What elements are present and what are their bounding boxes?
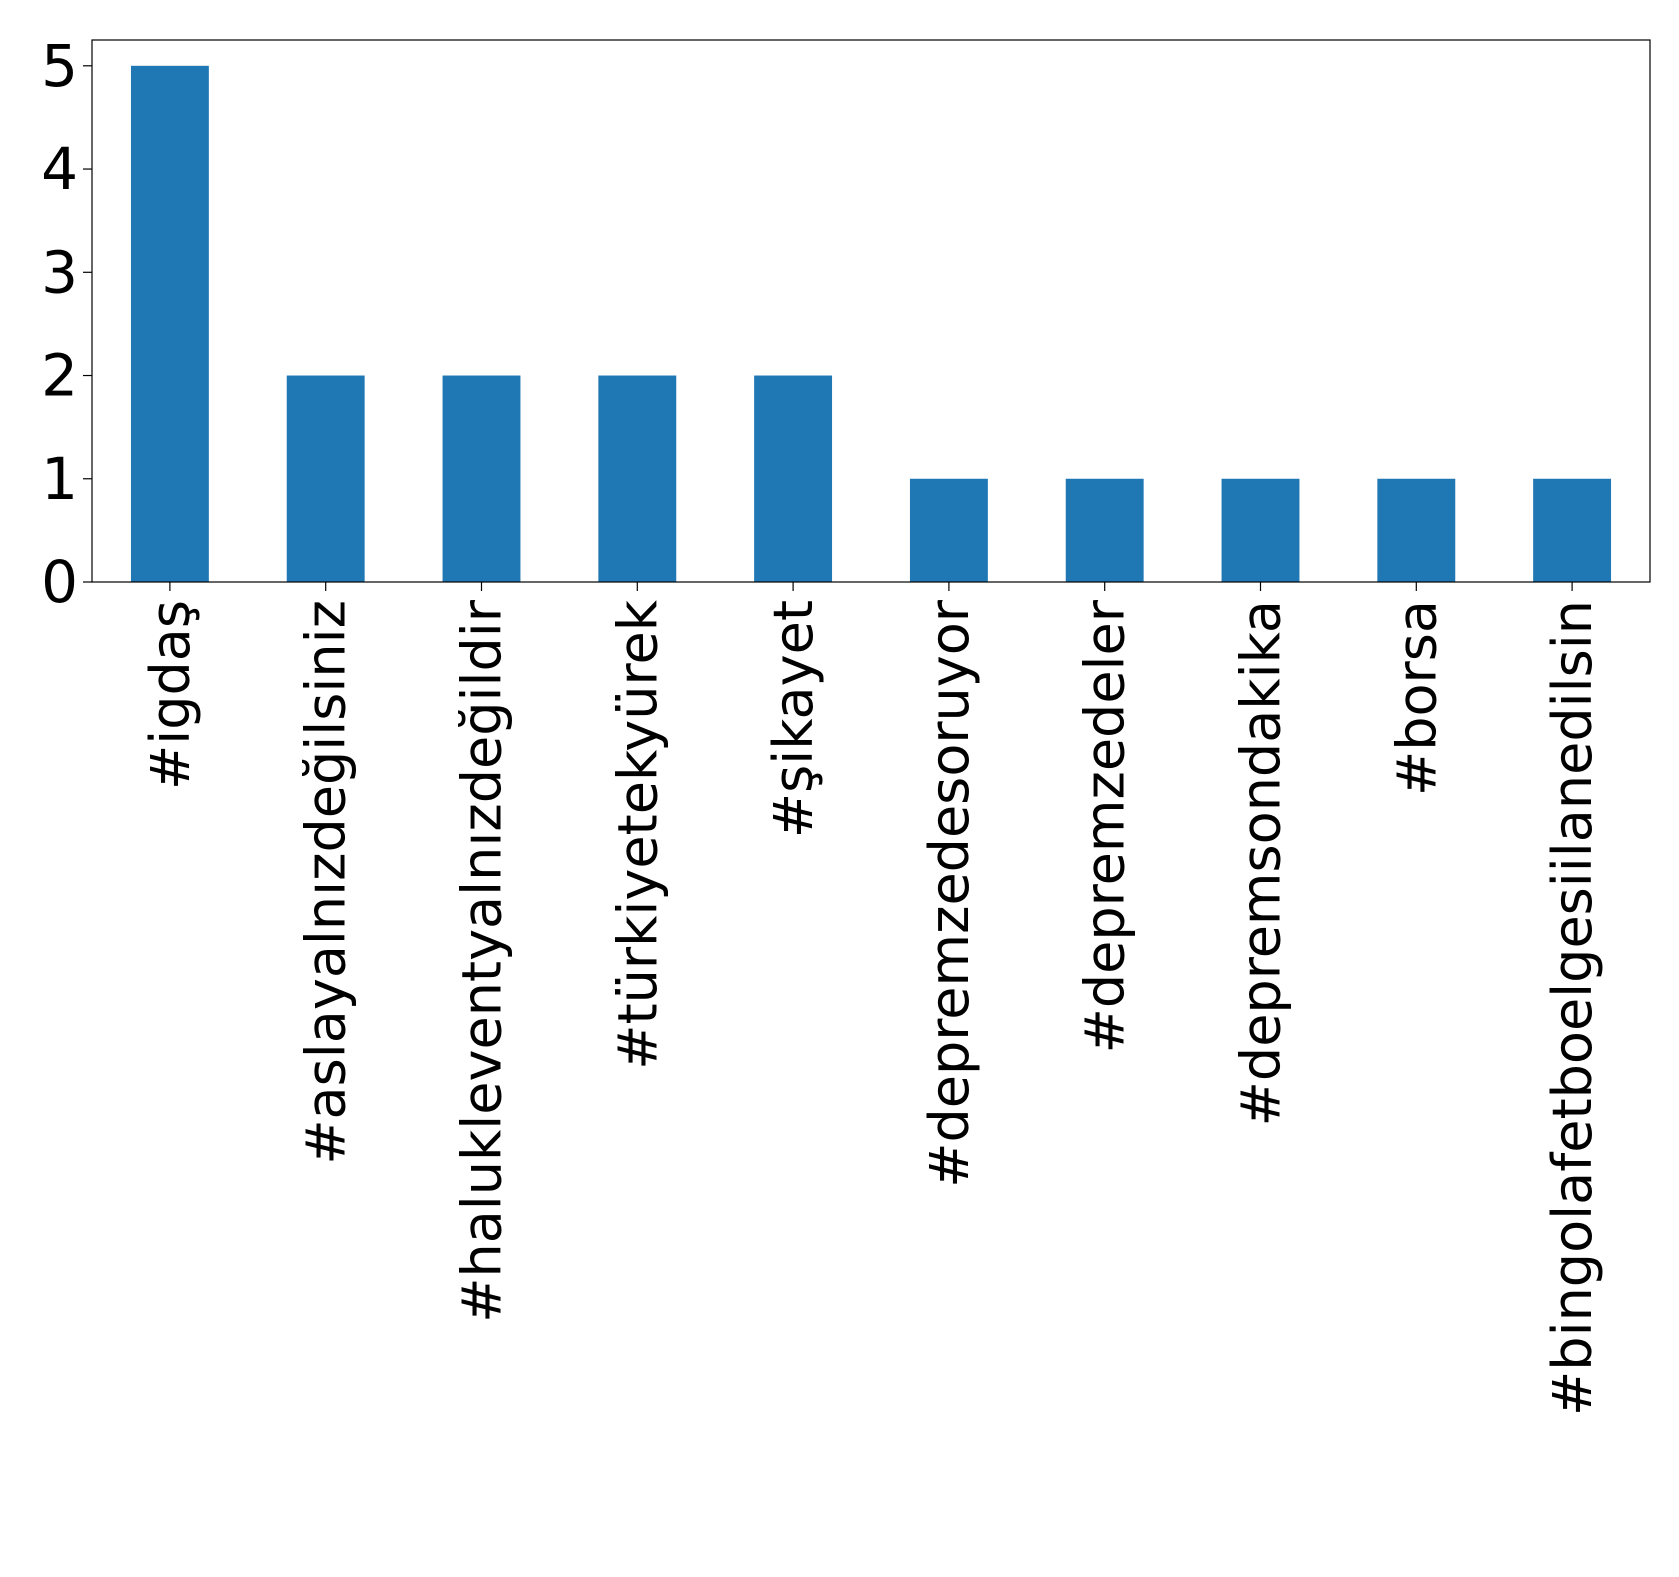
x-tick-label: #halukleventyalnızdeğildir [451, 599, 514, 1323]
bar-2 [442, 375, 521, 582]
bar-7 [1221, 478, 1300, 582]
bar-8 [1377, 478, 1456, 582]
x-tick-label: #depremzedeler [1074, 599, 1137, 1053]
x-tick-label: #igdaş [139, 600, 202, 790]
y-axis: 0 1 2 3 4 5 [41, 32, 92, 616]
x-tick-label: #depremsondakika [1230, 600, 1293, 1126]
x-tick-label: #depremzedesoruyor [918, 599, 981, 1188]
bar-4 [754, 375, 833, 582]
y-tick-label: 2 [41, 342, 78, 410]
bars-layer [130, 65, 1612, 583]
x-tick-label: #borsa [1385, 600, 1448, 796]
y-tick-label: 0 [41, 548, 78, 616]
x-axis: #igdaş #aslayalnızdeğilsiniz #halukleventy… [139, 582, 1604, 1416]
x-tick-label: #şikayet [762, 600, 825, 838]
bar-3 [598, 375, 677, 582]
plot-frame [91, 39, 1651, 583]
y-tick-label: 3 [41, 238, 78, 306]
x-tick-label: #türkiyetekyürek [606, 599, 669, 1069]
bar-1 [286, 375, 365, 582]
y-tick-label: 5 [41, 32, 78, 100]
bar-6 [1065, 478, 1144, 582]
bar-5 [909, 478, 988, 582]
bar-0 [130, 65, 209, 583]
x-tick-label: #bingolafetboelgesiilanedilsin [1541, 600, 1604, 1416]
y-tick-label: 1 [41, 445, 78, 513]
y-tick-label: 4 [41, 135, 78, 203]
x-tick-label: #aslayalnızdeğilsiniz [295, 600, 358, 1165]
bar-9 [1533, 478, 1612, 582]
